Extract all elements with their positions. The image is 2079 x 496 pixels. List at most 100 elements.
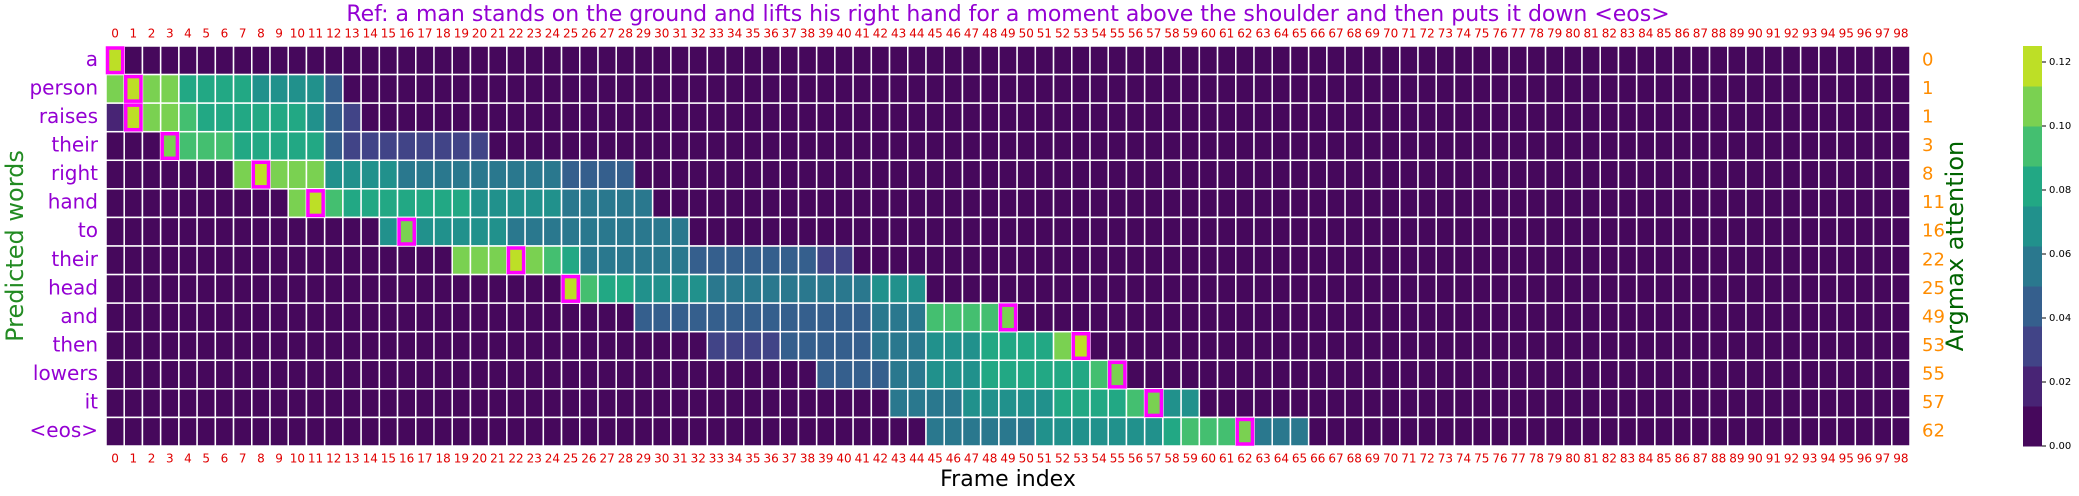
heatmap-cell	[469, 130, 490, 162]
heatmap-cell	[724, 102, 745, 133]
heatmap-cell	[1107, 216, 1128, 247]
heatmap-cell	[998, 359, 1018, 390]
heatmap-cell	[1107, 102, 1128, 133]
heatmap-cell	[1399, 45, 1419, 76]
heatmap-cell	[815, 159, 836, 190]
heatmap-cell	[542, 330, 563, 362]
heatmap-cell	[1708, 359, 1729, 390]
heatmap-cell	[579, 273, 599, 304]
colorbar-band	[2023, 406, 2042, 447]
heatmap-cell	[1016, 102, 1037, 133]
heatmap-cell	[815, 45, 836, 76]
heatmap-cell	[1581, 330, 1601, 362]
heatmap-cell	[451, 102, 472, 133]
heatmap-cell	[451, 73, 472, 104]
heatmap-cell	[251, 130, 271, 162]
heatmap-cell	[469, 45, 490, 76]
heatmap-cell	[1799, 359, 1820, 390]
heatmap-cell	[469, 188, 490, 219]
heatmap-cell	[1453, 45, 1474, 76]
heatmap-cell	[1872, 245, 1893, 276]
heatmap-cell	[579, 302, 599, 333]
heatmap-cell	[178, 159, 198, 190]
heatmap-cell	[1326, 359, 1346, 390]
heatmap-cell	[1344, 102, 1365, 133]
heatmap-cell	[579, 45, 599, 76]
heatmap-cell	[1399, 388, 1419, 419]
heatmap-cell	[487, 416, 508, 447]
heatmap-cell	[1052, 302, 1073, 333]
heatmap-cell	[487, 302, 508, 333]
heatmap-cell	[542, 102, 563, 133]
heatmap-cell	[433, 73, 453, 104]
x-tick-label-top: 98	[1893, 27, 1908, 41]
heatmap-cell	[688, 73, 709, 104]
heatmap-cell	[451, 416, 472, 447]
heatmap-cell	[1253, 216, 1273, 247]
heatmap-cell	[1271, 188, 1292, 219]
x-tick-label: 23	[527, 452, 542, 466]
heatmap-cell	[1872, 73, 1893, 104]
heatmap-cell	[925, 102, 945, 133]
heatmap-cell	[1544, 73, 1565, 104]
heatmap-cell	[360, 216, 381, 247]
x-tick-label-top: 14	[363, 27, 378, 41]
heatmap-cell	[633, 73, 654, 104]
heatmap-cell	[524, 130, 545, 162]
heatmap-cell	[943, 102, 964, 133]
heatmap-cell	[907, 388, 927, 419]
argmax-highlight	[1071, 331, 1091, 361]
heatmap-cell	[870, 388, 891, 419]
heatmap-cell	[670, 159, 690, 190]
heatmap-cell	[1544, 159, 1565, 190]
x-tick-label-top: 29	[636, 27, 651, 41]
heatmap-cell	[925, 45, 945, 76]
y-tick-label: head	[48, 275, 98, 299]
heatmap-cell	[633, 159, 654, 190]
heatmap-cell	[1380, 188, 1401, 219]
heatmap-cell	[1818, 130, 1838, 162]
heatmap-cell	[342, 388, 362, 419]
heatmap-cell	[743, 245, 763, 276]
heatmap-cell	[1344, 416, 1365, 447]
heatmap-cell	[560, 73, 581, 104]
heatmap-cell	[797, 388, 818, 419]
heatmap-cell	[743, 130, 763, 162]
heatmap-cell	[1635, 416, 1656, 447]
y-axis-label: Predicted words	[1, 150, 29, 342]
heatmap-cell	[1016, 330, 1037, 362]
heatmap-cell	[560, 102, 581, 133]
heatmap-cell	[1854, 330, 1875, 362]
heatmap-cell	[1708, 302, 1729, 333]
heatmap-cell	[1672, 188, 1693, 219]
heatmap-cell	[743, 159, 763, 190]
heatmap-cell	[1253, 159, 1273, 190]
heatmap-cell	[1162, 45, 1182, 76]
heatmap-cell	[961, 330, 982, 362]
heatmap-cell	[1654, 188, 1674, 219]
heatmap-cell	[1180, 388, 1201, 419]
heatmap-cell	[1654, 102, 1674, 133]
heatmap-cell	[870, 188, 891, 219]
x-tick-label-top: 53	[1073, 27, 1088, 41]
x-tick-label: 87	[1693, 452, 1708, 466]
heatmap-cell	[1745, 188, 1765, 219]
heatmap-cell	[1690, 416, 1711, 447]
heatmap-cell	[560, 302, 581, 333]
heatmap-cell	[907, 216, 927, 247]
heatmap-cell	[834, 159, 854, 190]
heatmap-cell	[469, 416, 490, 447]
heatmap-cell	[1599, 188, 1620, 219]
heatmap-cell	[178, 302, 198, 333]
heatmap-cell	[269, 388, 289, 419]
heatmap-cell	[1490, 245, 1510, 276]
heatmap-cell	[615, 330, 636, 362]
heatmap-cell	[1417, 216, 1437, 247]
heatmap-cell	[1235, 245, 1255, 276]
heatmap-cell	[852, 159, 873, 190]
x-tick-label-top: 66	[1310, 27, 1325, 41]
heatmap-cell	[251, 416, 271, 447]
heatmap-cell	[961, 130, 982, 162]
x-tick-label: 22	[508, 452, 523, 466]
heatmap-cell	[287, 130, 308, 162]
